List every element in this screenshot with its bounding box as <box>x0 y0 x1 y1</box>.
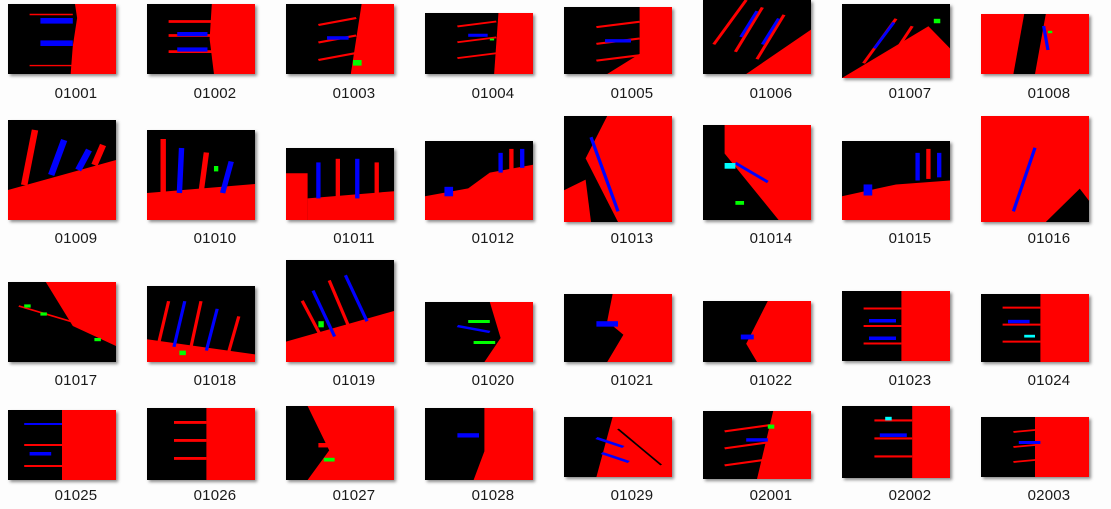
file-thumbnail[interactable] <box>981 14 1089 74</box>
file-thumbnail[interactable] <box>981 294 1089 362</box>
file-thumbnail[interactable] <box>8 120 116 220</box>
file-name-label[interactable]: 01012 <box>471 230 515 247</box>
file-tile[interactable]: 01018 <box>147 258 283 394</box>
file-thumbnail[interactable] <box>147 286 255 362</box>
file-thumbnail[interactable] <box>842 4 950 78</box>
file-name-label[interactable]: 02002 <box>888 487 932 504</box>
file-name-label[interactable]: 01016 <box>1027 230 1071 247</box>
file-thumbnail[interactable] <box>425 408 533 480</box>
file-name-label[interactable]: 01024 <box>1027 372 1071 389</box>
file-thumbnail[interactable] <box>703 301 811 362</box>
file-name-label[interactable]: 01008 <box>1027 85 1071 102</box>
file-thumbnail[interactable] <box>564 116 672 222</box>
file-name-label[interactable]: 01004 <box>471 85 515 102</box>
file-name-label[interactable]: 01005 <box>610 85 654 102</box>
file-name-label[interactable]: 01014 <box>749 230 793 247</box>
file-name-label[interactable]: 01003 <box>332 85 376 102</box>
file-tile[interactable]: 01027 <box>286 406 422 509</box>
file-tile[interactable]: 01006 <box>703 0 839 107</box>
file-thumbnail[interactable] <box>147 4 255 74</box>
file-tile[interactable]: 01014 <box>703 116 839 252</box>
file-name-label[interactable]: 01011 <box>333 230 375 247</box>
file-name-label[interactable]: 01015 <box>888 230 932 247</box>
file-tile[interactable]: 01022 <box>703 258 839 394</box>
file-thumbnail[interactable] <box>842 291 950 361</box>
file-tile[interactable]: 01025 <box>8 406 144 509</box>
file-tile[interactable]: 01020 <box>425 258 561 394</box>
file-tile[interactable]: 01026 <box>147 406 283 509</box>
file-name-label[interactable]: 01018 <box>193 372 237 389</box>
file-tile[interactable]: 01001 <box>8 0 144 107</box>
file-tile[interactable]: 01013 <box>564 116 700 252</box>
file-name-label[interactable]: 01013 <box>610 230 654 247</box>
file-tile[interactable]: 01019 <box>286 258 422 394</box>
file-name-label[interactable]: 01022 <box>749 372 793 389</box>
file-name-label[interactable]: 01021 <box>610 372 654 389</box>
file-tile[interactable]: 01011 <box>286 116 422 252</box>
file-tile[interactable]: 01003 <box>286 0 422 107</box>
file-tile[interactable]: 01029 <box>564 406 700 509</box>
file-tile[interactable]: 01005 <box>564 0 700 107</box>
file-tile[interactable]: 01008 <box>981 0 1111 107</box>
file-name-label[interactable]: 01019 <box>332 372 376 389</box>
file-thumbnail[interactable] <box>564 7 672 74</box>
file-thumbnail[interactable] <box>842 406 950 478</box>
file-thumbnail[interactable] <box>286 260 394 362</box>
file-thumbnail[interactable] <box>286 148 394 220</box>
file-name-label[interactable]: 01007 <box>888 85 932 102</box>
file-thumbnail[interactable] <box>8 4 116 74</box>
file-thumbnail[interactable] <box>147 130 255 220</box>
file-thumbnail[interactable] <box>703 411 811 479</box>
file-thumbnail[interactable] <box>425 141 533 220</box>
file-name-label[interactable]: 01001 <box>54 85 98 102</box>
file-name-label[interactable]: 01020 <box>471 372 515 389</box>
file-thumbnail[interactable] <box>564 294 672 362</box>
file-thumbnail[interactable] <box>981 116 1089 222</box>
file-thumbnail[interactable] <box>8 282 116 362</box>
file-name-label[interactable]: 01010 <box>193 230 237 247</box>
file-tile[interactable]: 01021 <box>564 258 700 394</box>
file-tile[interactable]: 01024 <box>981 258 1111 394</box>
file-thumbnail[interactable] <box>286 4 394 74</box>
file-thumbnail[interactable] <box>703 125 811 220</box>
file-thumbnail[interactable] <box>564 417 672 477</box>
file-tile[interactable]: 01007 <box>842 0 978 107</box>
file-thumbnail[interactable] <box>425 13 533 74</box>
file-thumbnail[interactable] <box>425 302 533 362</box>
file-thumbnail[interactable] <box>286 406 394 480</box>
file-thumbnail[interactable] <box>703 0 811 74</box>
file-tile[interactable]: 01016 <box>981 116 1111 252</box>
file-name-label[interactable]: 01025 <box>54 487 98 504</box>
file-name-label[interactable]: 02003 <box>1027 487 1071 504</box>
file-tile[interactable]: 01009 <box>8 116 144 252</box>
file-thumbnail[interactable] <box>981 417 1089 477</box>
file-name-label[interactable]: 01009 <box>54 230 98 247</box>
file-name-label[interactable]: 01017 <box>54 372 98 389</box>
file-name-label[interactable]: 01006 <box>749 85 793 102</box>
file-tile[interactable]: 01002 <box>147 0 283 107</box>
file-tile[interactable]: 02002 <box>842 406 978 509</box>
file-tile[interactable]: 01015 <box>842 116 978 252</box>
file-tile[interactable]: 01017 <box>8 258 144 394</box>
file-name-label[interactable]: 01027 <box>332 487 376 504</box>
file-thumbnail[interactable] <box>842 141 950 220</box>
file-name-label[interactable]: 01023 <box>888 372 932 389</box>
file-tile[interactable]: 01004 <box>425 0 561 107</box>
file-tile[interactable]: 01028 <box>425 406 561 509</box>
file-name-label[interactable]: 01028 <box>471 487 515 504</box>
file-tile[interactable]: 01012 <box>425 116 561 252</box>
file-tile[interactable]: 01023 <box>842 258 978 394</box>
file-thumbnail[interactable] <box>8 410 116 480</box>
file-tile[interactable]: 01010 <box>147 116 283 252</box>
file-name-label[interactable]: 01026 <box>193 487 237 504</box>
file-name-label[interactable]: 02001 <box>749 487 793 504</box>
file-thumbnail[interactable] <box>147 408 255 480</box>
file-tile[interactable]: 02003 <box>981 406 1111 509</box>
file-tile[interactable]: 02001 <box>703 406 839 509</box>
file-name-label[interactable]: 01029 <box>610 487 654 504</box>
file-name-label[interactable]: 01002 <box>193 85 237 102</box>
